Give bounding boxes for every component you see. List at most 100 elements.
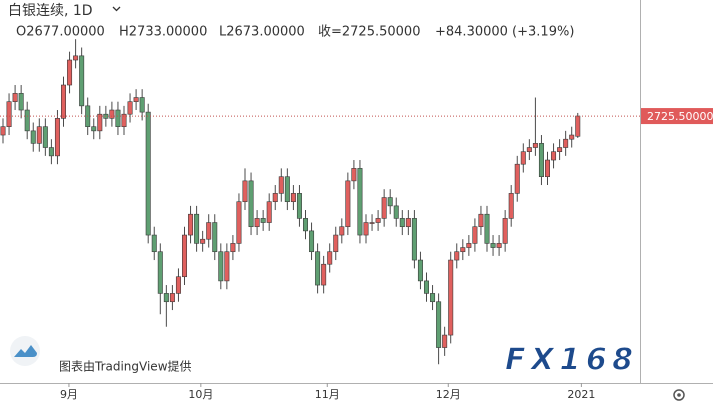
x-tick-label: 9月: [60, 388, 78, 401]
candle-body: [212, 222, 218, 253]
candle-body: [133, 97, 139, 102]
candle-body: [417, 259, 423, 282]
candle-body: [79, 55, 85, 107]
candle-body: [490, 243, 496, 248]
candle-body: [296, 193, 302, 219]
candle-body: [206, 222, 212, 240]
candle-body: [48, 147, 54, 157]
candle-body: [472, 226, 478, 244]
candle-body: [369, 222, 375, 224]
candle-body: [242, 180, 248, 203]
candle-body: [526, 147, 532, 152]
candle-body: [514, 163, 520, 194]
candle-body: [484, 213, 490, 244]
ohlc-header: O2677.00000 H2733.00000 L2673.00000 收=2725.…: [16, 25, 574, 40]
candle-body: [73, 55, 79, 61]
candle-body: [381, 197, 387, 219]
candle-body: [532, 143, 538, 148]
candle-body: [399, 218, 405, 228]
candle-body: [436, 301, 442, 348]
badge-circle: [10, 336, 40, 366]
candle-body: [121, 113, 127, 127]
candle-body: [321, 263, 327, 286]
x-tick-label: 12月: [436, 388, 461, 401]
gear-ring[interactable]: [673, 389, 685, 401]
candle-body: [139, 97, 145, 113]
candle-body: [278, 176, 284, 194]
candle-body: [30, 130, 36, 144]
badge-icon: [14, 345, 37, 357]
candle-body: [157, 251, 163, 294]
candle-body: [194, 213, 200, 244]
candle-body: [520, 151, 526, 165]
candle-body: [430, 293, 436, 303]
candle-body: [508, 193, 514, 219]
ohlc-value: +84.30000 (+3.19%): [435, 25, 574, 40]
candle-body: [54, 118, 60, 157]
last-price-label: 2725.50000: [647, 110, 713, 123]
candle-body: [315, 251, 321, 286]
candle-body: [145, 111, 151, 236]
logo: FX168: [505, 343, 633, 378]
x-tick-label: 2021: [567, 388, 595, 401]
candle-body: [169, 293, 175, 303]
candle-body: [163, 293, 169, 303]
candle-body: [393, 205, 399, 219]
candle-body: [375, 218, 381, 223]
plot-area: [0, 39, 581, 365]
candle-body: [0, 126, 6, 136]
candle-body: [357, 168, 363, 236]
x-tick-label: 11月: [315, 388, 340, 401]
x-tick-label: 10月: [188, 388, 213, 401]
candle-body: [151, 234, 157, 253]
candle-body: [60, 84, 66, 119]
ohlc-value: H2733.00000: [119, 25, 207, 40]
candle-body: [97, 113, 103, 132]
candle-body: [175, 276, 181, 294]
candle-body: [454, 251, 460, 261]
candle-body: [24, 109, 30, 132]
candle-body: [36, 126, 42, 144]
candle-body: [67, 59, 73, 86]
candle-body: [230, 243, 236, 253]
candle-body: [405, 218, 411, 228]
gear-hub[interactable]: [677, 393, 681, 397]
candle-body: [557, 147, 563, 152]
candle-body: [442, 334, 448, 348]
candle-body: [12, 93, 18, 102]
candle-body: [6, 101, 12, 127]
settings-gear[interactable]: [673, 389, 685, 401]
candle-body: [538, 143, 544, 178]
candle-body: [91, 126, 97, 132]
candle-body: [18, 93, 24, 111]
interval-chevron[interactable]: [112, 6, 121, 12]
candle-body: [42, 126, 48, 148]
candle-body: [200, 238, 206, 244]
candle-body: [266, 201, 272, 223]
candle-body: [478, 213, 484, 228]
candle-body: [188, 213, 194, 236]
candle-body: [327, 251, 333, 265]
candle-body: [544, 159, 550, 178]
candle-body: [260, 218, 266, 223]
candle-body: [272, 193, 278, 203]
candle-body: [563, 138, 569, 148]
candle-body: [339, 226, 345, 236]
candle-body: [466, 243, 472, 248]
candle-body: [387, 197, 393, 207]
candle-body: [448, 259, 454, 336]
candle-body: [290, 193, 296, 203]
watermark: 图表由TradingView提供: [59, 359, 192, 374]
candle-body: [363, 222, 369, 236]
candle-body: [351, 168, 357, 182]
candle-body: [127, 101, 133, 115]
candle-body: [460, 247, 466, 253]
candle-body: [284, 176, 290, 203]
candle-body: [236, 201, 242, 244]
candle-body: [218, 251, 224, 282]
tradingview-badge: 图表由TradingView提供: [10, 336, 192, 374]
chart-title[interactable]: 白银连续, 1D: [8, 2, 93, 19]
ohlc-value: L2673.00000: [219, 25, 305, 40]
